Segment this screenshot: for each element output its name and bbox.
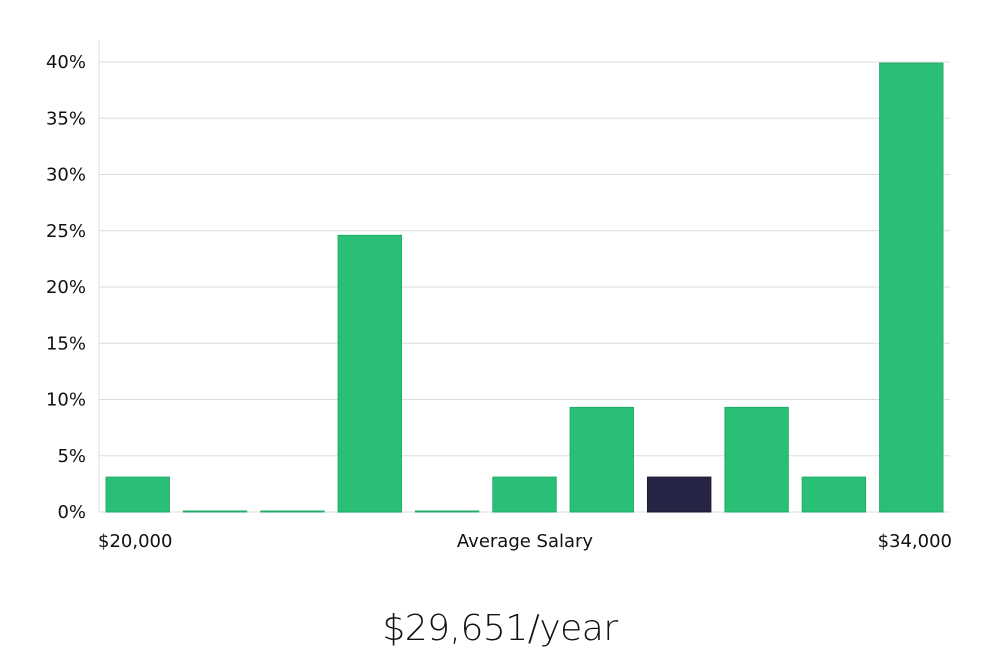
bar-highlighted [647,476,712,513]
y-tick-label: 15% [46,333,86,354]
x-axis-min-label: $20,000 [98,531,172,552]
y-tick-label: 20% [46,277,86,298]
bar [337,234,403,513]
y-tick-label: 0% [57,502,86,523]
bar [724,406,789,513]
bar [105,476,170,513]
bar [492,476,557,513]
y-tick-label: 30% [46,165,86,186]
y-tick-label: 5% [57,446,86,467]
bar [879,62,944,513]
y-tick-label: 40% [46,52,86,73]
y-axis-ticks: 0% 5% 10% 15% 20% 25% 30% 35% 40% [46,52,86,523]
y-tick-label: 10% [46,390,86,411]
bar [182,510,248,513]
y-tick-label: 35% [46,108,86,129]
bar [801,476,867,513]
x-axis-title: Average Salary [457,531,594,552]
bar [569,406,634,513]
bar [414,510,480,513]
grid-lines [99,61,950,513]
y-tick-label: 25% [46,221,86,242]
average-salary-headline: $29,651/year [382,608,618,649]
bar [260,510,325,513]
bars [105,62,944,513]
x-axis-max-label: $34,000 [878,531,952,552]
salary-histogram: 0% 5% 10% 15% 20% 25% 30% 35% 40% $20,000 Averag… [46,40,952,552]
